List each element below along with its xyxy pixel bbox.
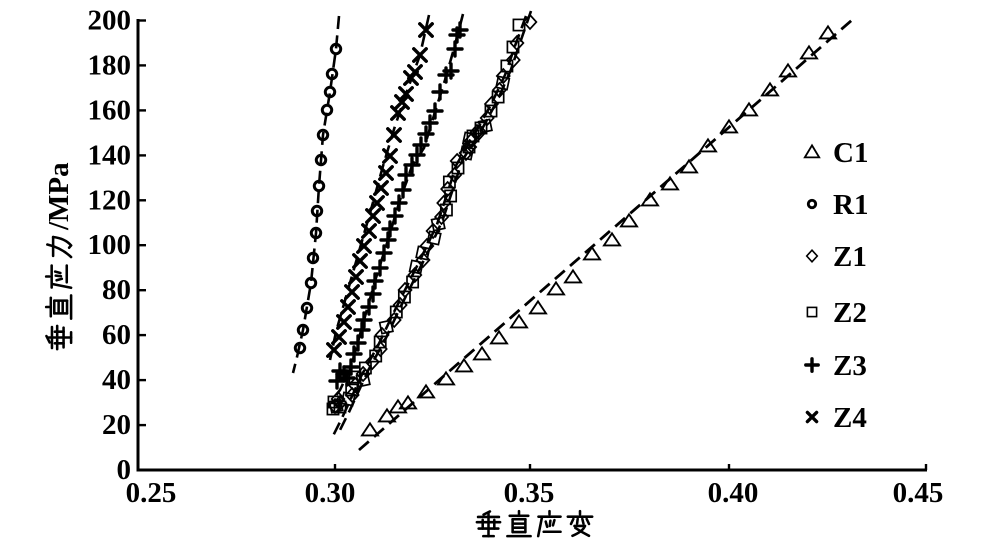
svg-text:100: 100 — [88, 229, 132, 261]
svg-text:Z4: Z4 — [833, 402, 867, 434]
svg-text:120: 120 — [88, 184, 132, 216]
svg-text:0.45: 0.45 — [893, 477, 944, 509]
svg-text:80: 80 — [102, 274, 131, 306]
svg-text:60: 60 — [102, 319, 131, 351]
svg-text:0.35: 0.35 — [504, 477, 555, 509]
svg-text:40: 40 — [102, 364, 131, 396]
svg-text:0.25: 0.25 — [126, 477, 177, 509]
svg-text:C1: C1 — [833, 137, 868, 169]
svg-text:200: 200 — [88, 5, 132, 37]
svg-text:R1: R1 — [833, 189, 868, 221]
svg-text:Z1: Z1 — [833, 241, 867, 273]
svg-text:Z3: Z3 — [833, 350, 867, 382]
svg-text:180: 180 — [88, 49, 132, 81]
svg-text:0: 0 — [117, 454, 132, 486]
svg-text:/MPa: /MPa — [43, 162, 75, 231]
svg-text:160: 160 — [88, 94, 132, 126]
svg-text:0.40: 0.40 — [708, 477, 759, 509]
svg-text:0.30: 0.30 — [305, 477, 356, 509]
svg-text:20: 20 — [102, 409, 131, 441]
svg-text:140: 140 — [88, 139, 132, 171]
svg-text:Z2: Z2 — [833, 297, 867, 329]
